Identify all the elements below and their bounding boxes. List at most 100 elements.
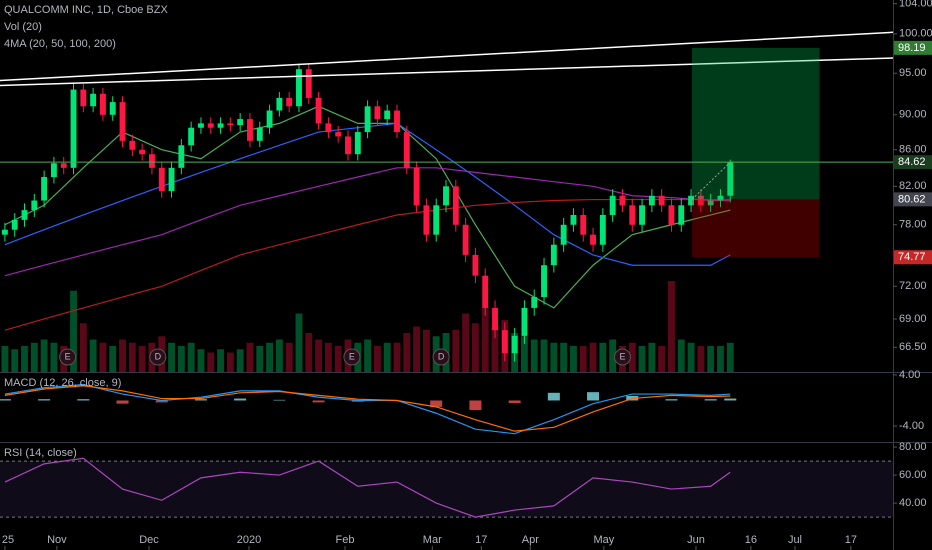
moving-average [4, 122, 731, 266]
volume-bar [334, 346, 342, 372]
price-badge [894, 155, 932, 170]
candle-body [148, 154, 155, 168]
macd-histogram-bar [547, 392, 560, 401]
y-tick-label: 69.00 [899, 313, 927, 325]
target-zone [692, 47, 820, 200]
event-marker [432, 348, 450, 366]
volume-bar [226, 352, 234, 372]
candle-body [678, 205, 685, 225]
y-tick-label: 104.00 [899, 0, 932, 10]
volume-bar [21, 346, 28, 372]
volume-bar [403, 333, 411, 372]
candle-body [119, 102, 126, 141]
volume-bar [422, 329, 430, 372]
candle-body [707, 200, 714, 206]
candle-body [550, 244, 557, 266]
chart-title: QUALCOMM INC, 1D, Cboe BZX [4, 4, 168, 16]
candle-body [21, 210, 28, 220]
candle-body [325, 123, 332, 133]
candle-body [717, 195, 724, 201]
macd-histogram-bar [508, 400, 521, 404]
price-badge [894, 192, 932, 207]
macd-histogram-bar [194, 399, 207, 401]
volume-bar [305, 333, 313, 372]
volume-bar [324, 342, 332, 372]
macd-histogram-bar [234, 398, 247, 401]
volume-bar [79, 323, 87, 372]
candle-body [541, 265, 547, 298]
candle-body [403, 132, 410, 168]
rsi-line [4, 457, 731, 518]
volume-bar [726, 342, 734, 372]
x-tick-label: Dec [139, 534, 159, 546]
macd-histogram-bar [312, 400, 325, 403]
volume-bar [560, 342, 568, 372]
candle-body [1, 229, 8, 235]
volume-bar [638, 346, 646, 372]
candle-body [198, 123, 204, 128]
volume-bar [109, 346, 117, 372]
candle-body [668, 205, 675, 225]
y-tick-label: 80.00 [899, 441, 927, 453]
volume-bar [99, 342, 107, 372]
candle-body [413, 167, 420, 206]
event-label: D [155, 351, 162, 361]
volume-bar [364, 339, 372, 372]
event-label: D [438, 351, 445, 361]
candle-body [374, 106, 381, 120]
macd-histogram-bar [155, 400, 168, 403]
candle-body [658, 195, 665, 206]
candle-body [188, 127, 195, 146]
volume-bar [570, 346, 577, 372]
x-tick-label: Nov [47, 534, 67, 546]
event-label: E [349, 351, 355, 361]
volume-bar [40, 339, 48, 372]
volume-bar [187, 342, 195, 372]
y-tick-label: -4.00 [899, 420, 924, 432]
volume-bar [658, 346, 666, 372]
candle-body [521, 307, 528, 336]
candle-body [90, 93, 97, 107]
x-tick-label: 17 [845, 534, 857, 546]
volume-bar [491, 326, 499, 372]
candle-body [168, 167, 175, 192]
moving-average [4, 167, 731, 277]
candle-body [354, 132, 361, 155]
volume-bar [285, 342, 293, 372]
event-marker [613, 348, 631, 366]
candle-body [433, 205, 440, 235]
candle-body [286, 97, 293, 107]
macd-histogram-bar [724, 398, 737, 401]
volume-bar [373, 346, 381, 372]
candle-body [384, 110, 391, 120]
y-tick-label: 4.00 [899, 369, 920, 381]
candle-body [423, 205, 430, 235]
candle-body [207, 123, 214, 128]
candle-body [648, 195, 655, 206]
y-tick-label: 90.00 [899, 109, 927, 121]
candle-body [727, 162, 734, 196]
candle-body [697, 195, 704, 206]
candle-body [501, 330, 508, 354]
volume-bar [599, 342, 607, 372]
macd-histogram-bar [273, 399, 286, 401]
volume-bar [452, 329, 460, 372]
volume-bar [266, 342, 273, 372]
price-badge-label: 74.77 [898, 251, 926, 263]
price-badge-label: 80.62 [898, 193, 926, 205]
volume-bar [295, 313, 303, 372]
candle-body [256, 127, 263, 141]
candle-body [80, 89, 87, 107]
candle-body [31, 200, 38, 211]
event-marker [59, 348, 77, 366]
macd-histogram-bar [665, 399, 678, 401]
candle-body [178, 145, 185, 168]
volume-bar [217, 349, 224, 372]
y-tick-label: 86.00 [899, 144, 927, 156]
candle-body [560, 224, 567, 245]
candle-body [129, 140, 136, 150]
candle-body [531, 297, 538, 308]
macd-histogram-bar [430, 400, 443, 407]
candle-body [158, 167, 165, 192]
candle-body [315, 97, 322, 124]
